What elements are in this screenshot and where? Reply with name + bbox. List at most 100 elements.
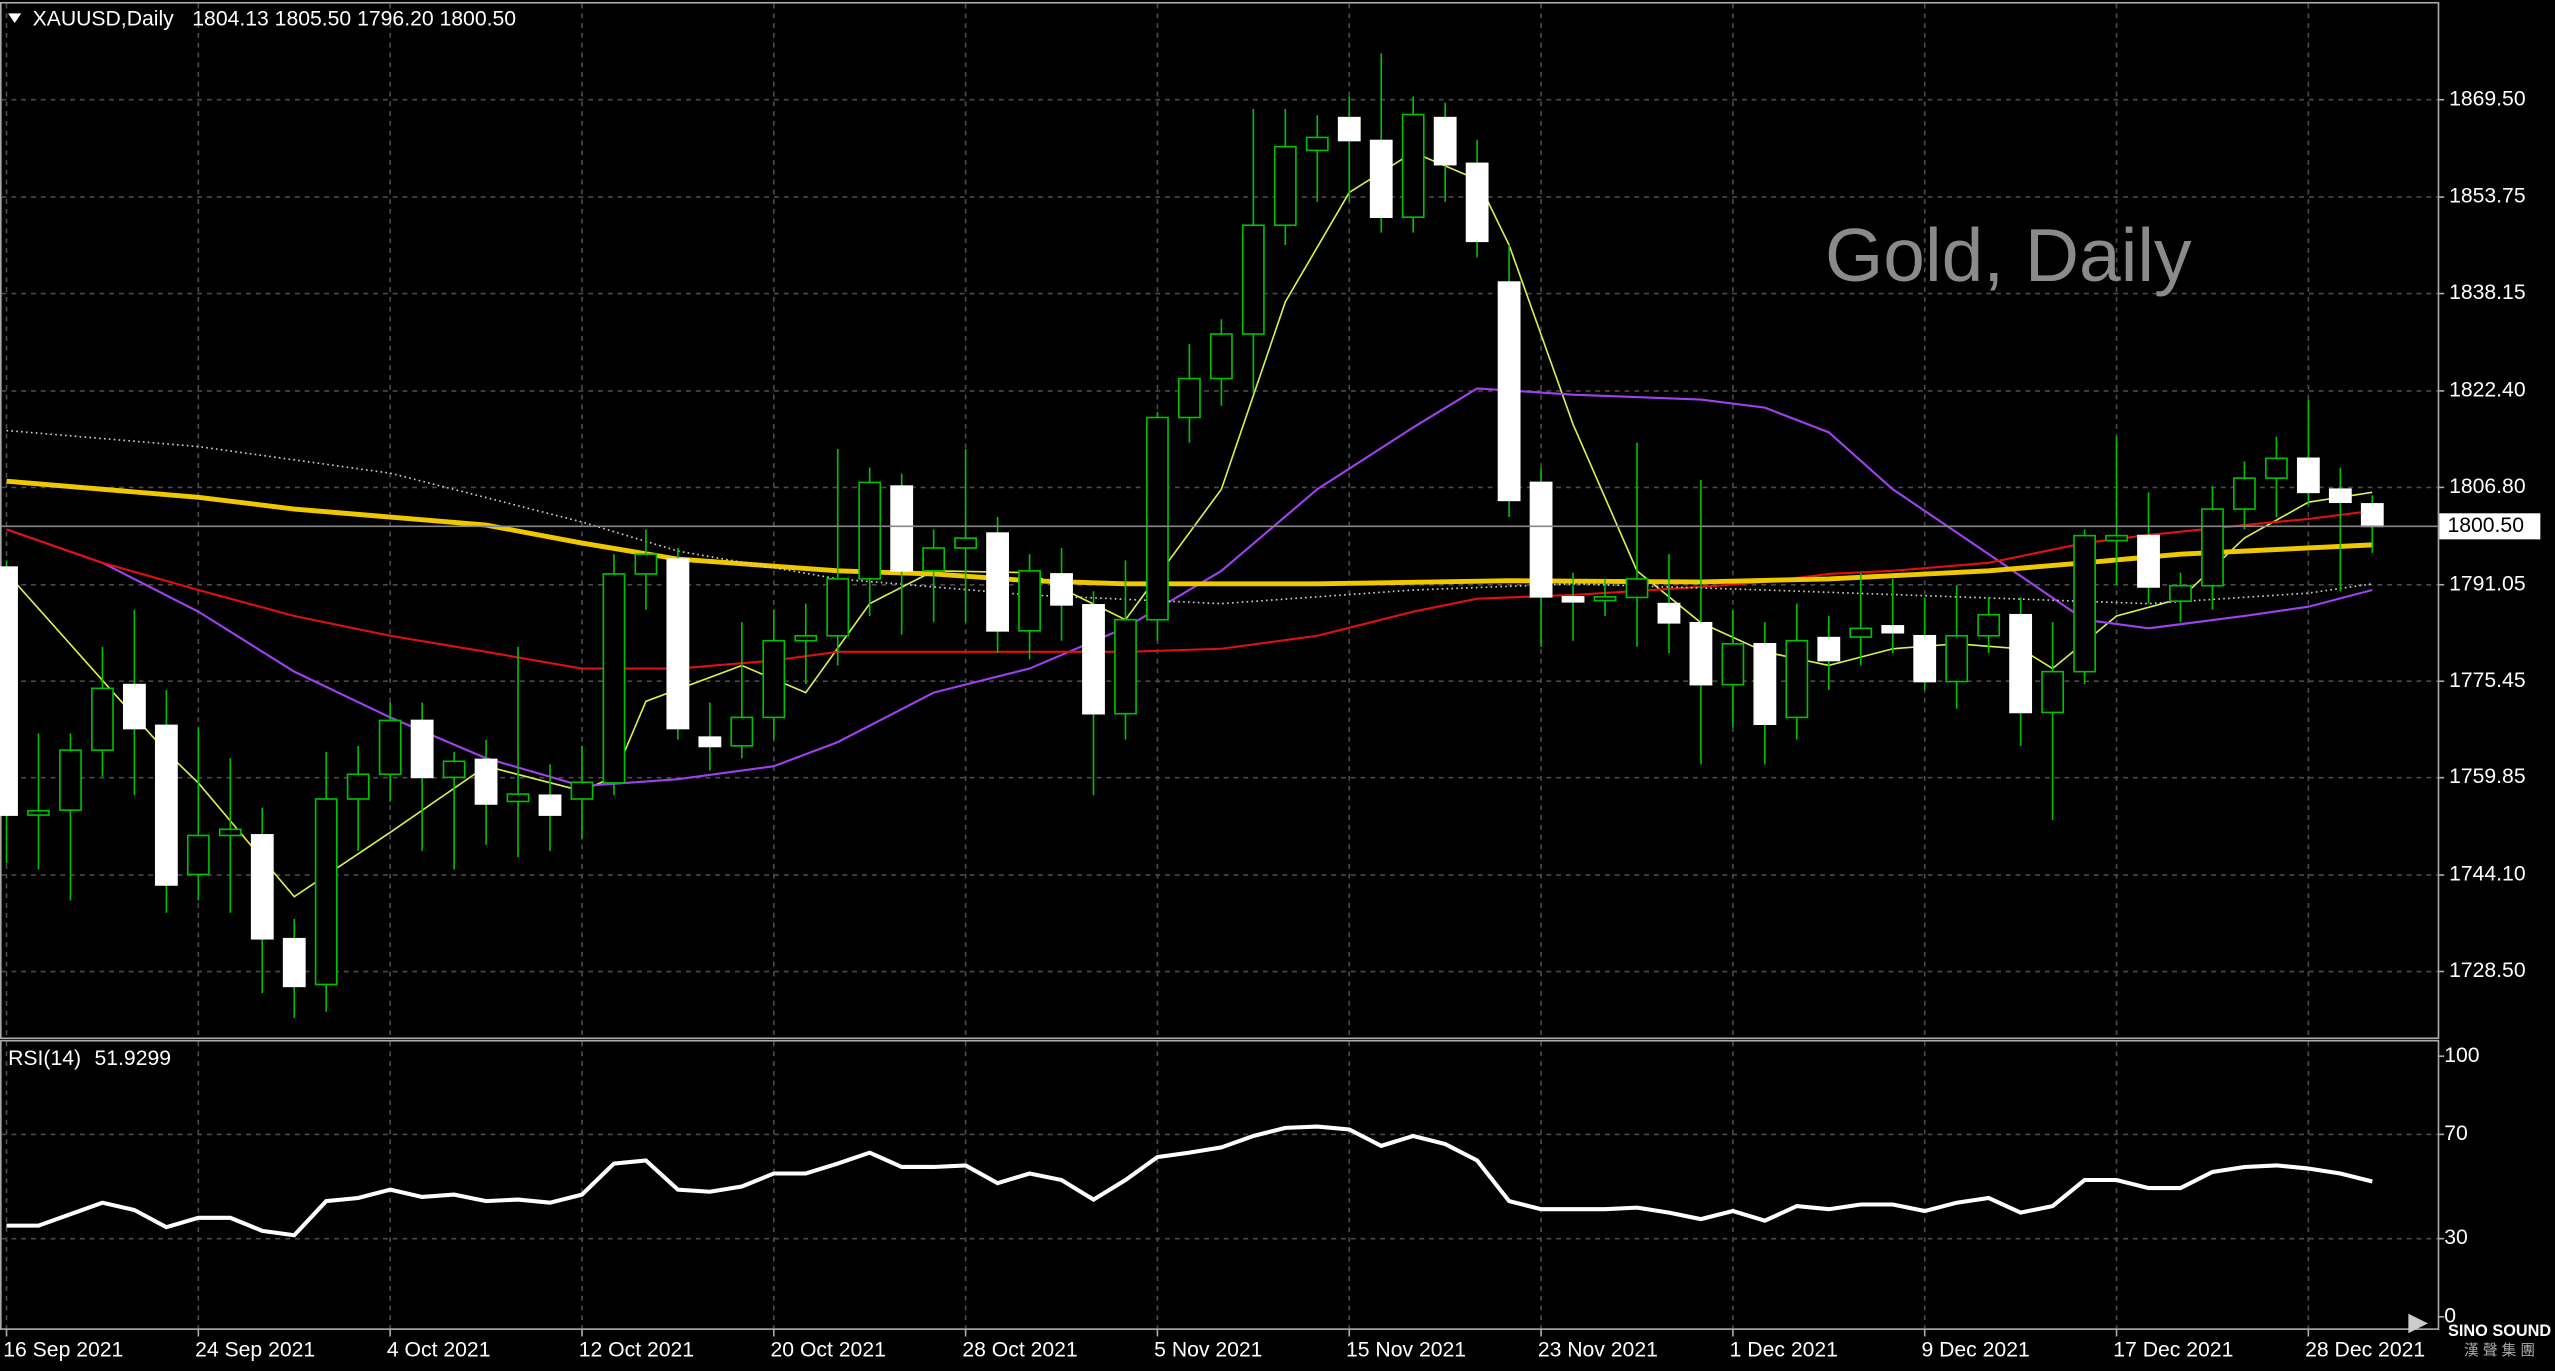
candle-body — [1529, 481, 1553, 598]
candle-body — [570, 781, 594, 800]
rsi-value: 51.9299 — [95, 1047, 172, 1070]
x-tick-label: 28 Dec 2021 — [2305, 1339, 2425, 1362]
candle-body — [1369, 139, 1393, 219]
y-tick-label: 100 — [2444, 1044, 2479, 1067]
rsi-line — [6, 1124, 2373, 1238]
candle-body — [1018, 570, 1041, 632]
candle-body — [602, 573, 626, 784]
candle-body — [1433, 116, 1457, 166]
x-tick-label: 16 Sep 2021 — [3, 1339, 123, 1362]
moving-average-line — [6, 387, 2373, 788]
x-tick-label: 28 Oct 2021 — [962, 1339, 1077, 1362]
x-tick-label: 12 Oct 2021 — [579, 1339, 694, 1362]
y-tick-label: 1838.15 — [2449, 281, 2526, 304]
candle-body — [986, 532, 1009, 632]
candle-body — [1849, 627, 1873, 638]
last-price-box — [2439, 513, 2541, 540]
grid — [1, 3, 2438, 1329]
y-tick-label: 1869.50 — [2449, 87, 2526, 110]
candle-body — [378, 719, 402, 776]
candle-body — [2296, 457, 2320, 494]
candle-body — [2009, 613, 2033, 714]
candle-body — [954, 537, 978, 549]
last-price-label: 1800.50 — [2447, 514, 2524, 537]
candle-body — [250, 834, 274, 940]
y-tick-label: 1775.45 — [2449, 669, 2526, 692]
x-tick-label: 24 Sep 2021 — [195, 1339, 315, 1362]
candle-body — [0, 566, 18, 816]
candle-body — [1114, 618, 1137, 715]
y-tick-label: 70 — [2444, 1122, 2468, 1145]
candle-body — [410, 719, 434, 779]
candle-body — [282, 937, 306, 988]
candle-body — [2105, 534, 2128, 542]
candle-body — [1273, 145, 1297, 227]
candle-body — [1465, 162, 1489, 243]
x-tick-label: 23 Nov 2021 — [1538, 1339, 1658, 1362]
candle-body — [1209, 333, 1233, 380]
x-tick-label: 4 Oct 2021 — [387, 1339, 491, 1362]
candle-body — [27, 809, 50, 816]
axes: 1869.50 1853.75 1838.15 1822.40 1806.80 1791.… — [3, 87, 2541, 1362]
candle-body — [794, 634, 818, 642]
candle-body — [346, 773, 370, 800]
candle-body — [1721, 642, 1745, 686]
candle-body — [506, 793, 530, 803]
candle-body — [1082, 604, 1105, 715]
chart-shift-marker — [2408, 1313, 2428, 1334]
candle-body — [1817, 636, 1841, 662]
rsi-title: RSI(14) — [8, 1047, 81, 1070]
symbol-label: XAUUSD,Daily — [33, 7, 175, 30]
candle-body — [890, 485, 914, 572]
candle-body — [1241, 224, 1265, 335]
price-panel — [0, 53, 2438, 1018]
candle-body — [2041, 670, 2065, 714]
candle-body — [1881, 625, 1905, 634]
candle-body — [538, 794, 562, 816]
candle-body — [1657, 602, 1681, 624]
x-tick-label: 17 Dec 2021 — [2113, 1339, 2233, 1362]
candle-body — [59, 749, 82, 811]
y-tick-label: 1806.80 — [2449, 475, 2526, 498]
logo: SINO SOUND — [2448, 1322, 2551, 1340]
candle-body — [442, 760, 466, 779]
y-tick-label: 1759.85 — [2449, 765, 2526, 788]
candle-body — [1178, 377, 1201, 419]
candle-body — [218, 828, 242, 837]
candle-body — [154, 724, 178, 886]
candle-body — [2360, 503, 2384, 528]
moving-average-line — [6, 509, 2373, 670]
candle-body — [1593, 596, 1617, 602]
candle-body — [1785, 639, 1809, 719]
candle-body — [2328, 488, 2352, 504]
rsi-panel-frame — [0, 1039, 2440, 1330]
y-tick-label: 1744.10 — [2449, 863, 2526, 886]
candle-body — [1305, 136, 1329, 152]
candle-body — [762, 639, 786, 719]
candle-body — [122, 683, 146, 730]
candle-body — [1689, 621, 1713, 686]
candle-body — [1146, 416, 1169, 621]
candle-body — [2264, 457, 2288, 479]
dropdown-arrow[interactable] — [8, 13, 22, 24]
candle-body — [666, 558, 690, 730]
candle-body — [730, 716, 754, 747]
y-tick-label: 1822.40 — [2449, 379, 2526, 402]
logo-sub: 漢 聲 集 團 — [2464, 1342, 2535, 1359]
candle-body — [186, 834, 210, 876]
ohlc-label: 1804.13 1805.50 1796.20 1800.50 — [192, 7, 516, 30]
candle-body — [1753, 642, 1777, 726]
candle-body — [1977, 613, 2001, 637]
candle-body — [826, 578, 850, 637]
candle-body — [1337, 116, 1361, 142]
candle-body — [2201, 508, 2224, 587]
x-tick-label: 5 Nov 2021 — [1154, 1339, 1262, 1362]
watermark: Gold, Daily — [1825, 213, 2192, 297]
candle-body — [1401, 113, 1425, 219]
candle-body — [2169, 584, 2192, 602]
candle-body — [91, 687, 114, 751]
y-tick-label: 0 — [2444, 1304, 2456, 1327]
y-tick-label: 1728.50 — [2449, 959, 2526, 982]
candle-body — [634, 553, 658, 575]
